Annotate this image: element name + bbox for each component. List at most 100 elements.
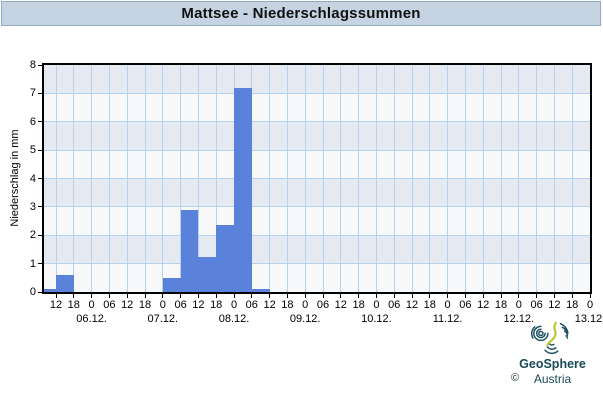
v-gridline <box>375 65 377 292</box>
y-tick-mark <box>38 92 42 94</box>
y-tick-label: 7 <box>29 87 36 100</box>
x-tick-label: 18 <box>67 299 80 311</box>
x-tick-label: 12 <box>334 299 347 311</box>
date-label: 13.12. <box>574 313 603 325</box>
x-tick-label: 06 <box>245 299 258 311</box>
x-tick-label: 06 <box>174 299 187 311</box>
x-tick-mark <box>126 294 128 298</box>
x-tick-mark <box>286 294 288 298</box>
h-gridline <box>44 92 590 94</box>
precip-bar <box>162 277 181 292</box>
v-gridline <box>358 65 360 292</box>
v-gridline <box>91 65 93 292</box>
date-label: 07.12. <box>147 313 179 325</box>
v-gridline <box>482 65 484 292</box>
precip-bar <box>44 289 56 292</box>
v-gridline <box>322 65 324 292</box>
x-tick-label: 12 <box>121 299 134 311</box>
x-tick-label: 0 <box>159 299 166 311</box>
v-gridline <box>464 65 466 292</box>
x-tick-mark <box>358 294 360 298</box>
background-band <box>44 206 590 236</box>
x-axis: 12 18 0 06 12 18 0 06 12 18 0 06 12 18 0 06 12 18 0 06 12 18 0… <box>44 294 603 328</box>
y-tick-label: 5 <box>29 144 36 157</box>
v-gridline <box>411 65 413 292</box>
x-tick-mark <box>589 294 591 298</box>
background-band <box>44 150 590 179</box>
v-gridline <box>518 65 520 292</box>
background-band <box>44 178 590 207</box>
title-bar: Mattsee - Niederschlagssummen <box>1 1 601 26</box>
v-gridline <box>126 65 128 292</box>
precip-bar <box>180 209 199 292</box>
x-tick-mark <box>553 294 555 298</box>
v-gridline <box>251 65 253 292</box>
x-tick-mark <box>518 294 520 298</box>
v-gridline <box>180 65 182 292</box>
v-gridline <box>447 65 449 292</box>
plot-frame <box>42 63 592 294</box>
x-tick-label: 12 <box>263 299 276 311</box>
precip-bar <box>216 225 234 292</box>
v-gridline <box>215 65 217 292</box>
x-tick-label: 0 <box>586 299 594 311</box>
x-tick-label: 06 <box>316 299 330 311</box>
background-band <box>44 121 590 151</box>
background-band <box>44 235 590 264</box>
v-gridline <box>144 65 146 292</box>
date-label: 12.12. <box>503 313 535 325</box>
y-tick-mark <box>38 64 42 66</box>
x-tick-mark <box>536 294 538 298</box>
precip-bar <box>56 274 74 292</box>
x-tick-label: 12 <box>548 299 561 311</box>
y-tick-mark <box>38 234 42 236</box>
x-tick-label: 18 <box>281 299 294 311</box>
brand-name: GeoSphere <box>519 357 586 371</box>
x-tick-mark <box>180 294 182 298</box>
v-gridline <box>553 65 555 292</box>
x-tick-mark <box>482 294 484 298</box>
x-tick-label: 12 <box>477 299 490 311</box>
x-tick-label: 18 <box>352 299 365 311</box>
y-tick-label: 0 <box>29 286 36 298</box>
precip-bar <box>198 256 217 292</box>
x-tick-mark <box>55 294 57 298</box>
background-band <box>44 65 590 94</box>
x-tick-mark <box>91 294 93 298</box>
h-gridline <box>44 263 590 265</box>
x-tick-mark <box>393 294 395 298</box>
v-gridline <box>500 65 502 292</box>
x-tick-label: 0 <box>444 299 451 311</box>
y-tick-label: 4 <box>29 172 36 185</box>
x-tick-label: 0 <box>515 299 522 311</box>
x-tick-label: 18 <box>423 299 436 311</box>
x-tick-label: 06 <box>459 299 472 311</box>
h-gridline <box>44 178 590 179</box>
x-tick-mark <box>571 294 573 298</box>
brand-country: Austria <box>533 372 572 386</box>
x-tick-mark <box>197 294 199 298</box>
y-tick-label: 1 <box>29 257 36 270</box>
precip-bar <box>234 87 252 292</box>
y-tick-label: 2 <box>29 229 36 242</box>
date-label: 10.12. <box>361 313 392 325</box>
x-tick-mark <box>215 294 217 298</box>
v-gridline <box>571 65 573 292</box>
x-tick-mark <box>233 294 235 298</box>
v-gridline <box>197 65 199 292</box>
brand-footer: GeoSphere © Austria <box>505 320 600 390</box>
date-label: 11.12. <box>432 313 463 325</box>
v-gridline <box>429 65 431 292</box>
page-title: Mattsee - Niederschlagssummen <box>181 5 421 22</box>
x-tick-label: 0 <box>302 299 309 311</box>
y-axis-tick-marks <box>38 64 42 293</box>
x-tick-mark <box>411 294 413 298</box>
x-tick-mark <box>464 294 466 298</box>
date-label: 06.12. <box>76 313 107 325</box>
x-tick-label: 18 <box>566 299 579 311</box>
x-tick-mark <box>73 294 75 298</box>
h-gridline <box>44 206 590 208</box>
x-tick-label: 0 <box>230 299 238 311</box>
y-tick-mark <box>38 206 42 208</box>
